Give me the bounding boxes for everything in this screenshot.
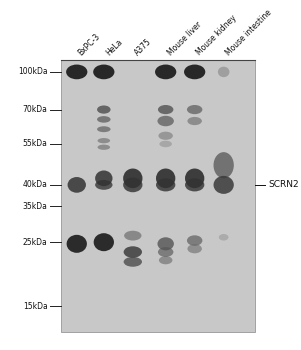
Ellipse shape	[188, 244, 202, 253]
Ellipse shape	[218, 66, 229, 77]
Ellipse shape	[158, 105, 173, 114]
Ellipse shape	[213, 176, 234, 194]
Ellipse shape	[66, 64, 87, 79]
Ellipse shape	[160, 141, 172, 147]
Ellipse shape	[158, 247, 173, 257]
Ellipse shape	[98, 138, 110, 143]
Text: 35kDa: 35kDa	[23, 202, 48, 211]
Ellipse shape	[213, 152, 234, 178]
Ellipse shape	[124, 231, 141, 240]
Bar	[61, 61, 255, 332]
Ellipse shape	[95, 180, 113, 190]
Ellipse shape	[97, 126, 110, 132]
Ellipse shape	[156, 178, 175, 191]
Ellipse shape	[124, 257, 142, 267]
Ellipse shape	[219, 234, 228, 240]
Ellipse shape	[188, 117, 202, 125]
Text: SCRN2: SCRN2	[268, 180, 299, 189]
Ellipse shape	[94, 233, 114, 251]
Text: 55kDa: 55kDa	[23, 139, 48, 148]
Ellipse shape	[187, 105, 202, 114]
Text: Mouse intestine: Mouse intestine	[224, 8, 273, 57]
Ellipse shape	[157, 237, 174, 250]
Ellipse shape	[158, 132, 173, 140]
Text: Mouse liver: Mouse liver	[166, 20, 203, 57]
Ellipse shape	[187, 235, 202, 246]
Text: 70kDa: 70kDa	[23, 105, 48, 114]
Ellipse shape	[156, 168, 175, 188]
Ellipse shape	[98, 145, 110, 150]
Ellipse shape	[123, 168, 142, 188]
Ellipse shape	[67, 235, 87, 253]
Text: HeLa: HeLa	[104, 37, 124, 57]
Ellipse shape	[157, 116, 174, 126]
Ellipse shape	[124, 246, 142, 258]
Ellipse shape	[185, 178, 204, 191]
Text: 15kDa: 15kDa	[23, 302, 48, 310]
Ellipse shape	[67, 177, 86, 193]
Ellipse shape	[123, 177, 142, 192]
Text: BxPC-3: BxPC-3	[77, 32, 102, 57]
Ellipse shape	[93, 64, 114, 79]
Ellipse shape	[184, 64, 205, 79]
Ellipse shape	[97, 116, 110, 122]
Text: Mouse kidney: Mouse kidney	[195, 14, 238, 57]
Ellipse shape	[159, 256, 172, 264]
Ellipse shape	[97, 105, 110, 114]
Text: A375: A375	[133, 37, 153, 57]
Ellipse shape	[95, 170, 113, 186]
Text: 100kDa: 100kDa	[18, 68, 48, 76]
Text: 40kDa: 40kDa	[23, 180, 48, 189]
Text: 25kDa: 25kDa	[23, 238, 48, 247]
Ellipse shape	[155, 64, 176, 79]
Ellipse shape	[185, 168, 204, 188]
